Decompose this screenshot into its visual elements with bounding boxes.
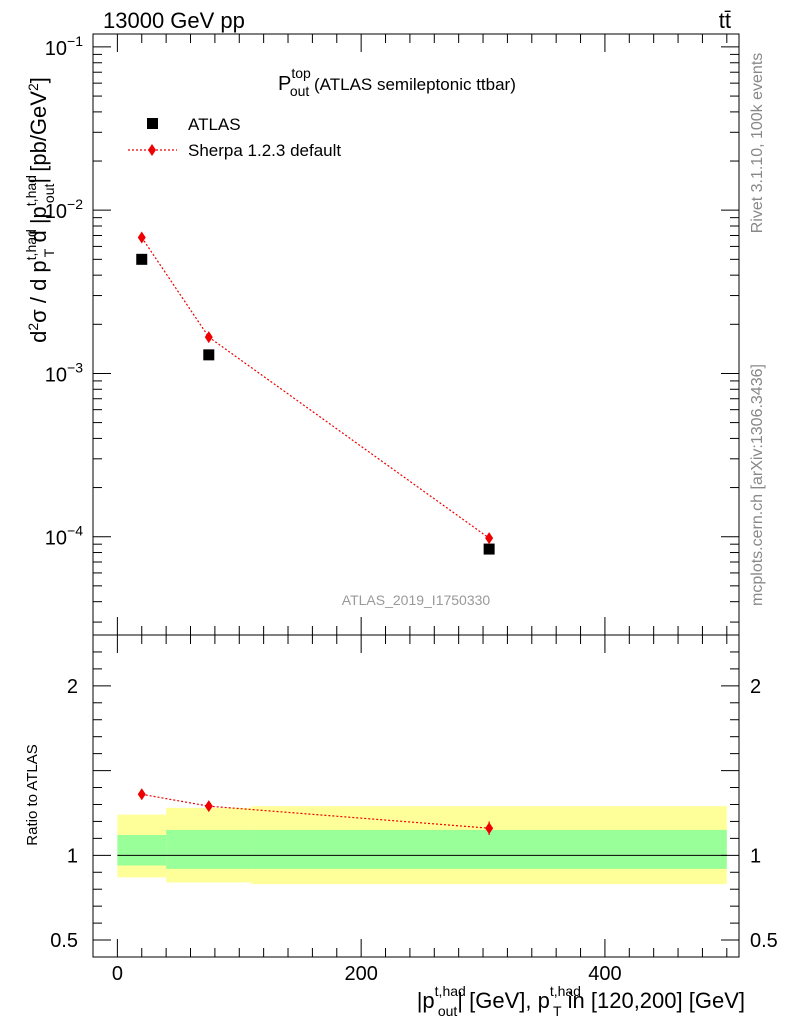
rivet-label: Rivet 3.1.10, 100k events bbox=[749, 53, 766, 234]
legend: ATLAS Sherpa 1.2.3 default bbox=[128, 115, 341, 160]
ratio-y-tick-label: 2 bbox=[67, 676, 78, 698]
sherpa-ratio-point bbox=[137, 788, 146, 801]
ratio-x-tick-label: 0 bbox=[112, 963, 123, 985]
source-label: mcplots.cern.ch [arXiv:1306.3436] bbox=[749, 364, 766, 606]
sherpa-ratio-point bbox=[204, 800, 213, 813]
ratio-y-ticks: 0.5 0.5 1 1 2 2 bbox=[50, 651, 778, 952]
ratio-y-tick-label: 1 bbox=[67, 845, 78, 867]
ratio-x-tick-label: 200 bbox=[344, 963, 377, 985]
process-label: tt̄ bbox=[719, 8, 731, 33]
ratio-band-green bbox=[117, 834, 167, 866]
sherpa-point bbox=[137, 231, 146, 244]
main-y-tick-label: 10−3 bbox=[45, 359, 83, 386]
main-y-tick-label: 10−2 bbox=[45, 196, 83, 223]
legend-sherpa-marker bbox=[148, 144, 156, 156]
main-x-ticks bbox=[116, 34, 728, 635]
ratio-y-tick-label-right: 2 bbox=[750, 676, 761, 698]
sherpa-line bbox=[141, 237, 490, 539]
sherpa-point bbox=[485, 532, 494, 545]
ratio-y-axis-label: Ratio to ATLAS bbox=[24, 744, 41, 845]
ratio-data-marks bbox=[137, 788, 494, 835]
atlas-point bbox=[483, 543, 495, 555]
legend-atlas-marker bbox=[147, 118, 158, 129]
ratio-band-green bbox=[251, 829, 727, 869]
main-y-tick-label: 10−1 bbox=[45, 33, 83, 60]
main-y-ticks: 10−1 10−2 10−3 10−4 bbox=[45, 33, 739, 623]
ratio-panel-frame bbox=[92, 634, 740, 958]
main-data-marks bbox=[136, 231, 495, 555]
ratio-x-ticks: 0 200 400 bbox=[112, 635, 728, 985]
main-y-tick-label: 10−4 bbox=[45, 523, 83, 550]
sherpa-point bbox=[204, 331, 213, 344]
ratio-uncertainty-bands bbox=[117, 806, 727, 885]
ratio-y-tick-label: 0.5 bbox=[50, 930, 78, 952]
main-title: Ptop out (ATLAS semileptonic ttbar) bbox=[278, 65, 516, 99]
ratio-panel: 0.5 0.5 1 1 2 2 0 200 400 Ratio to ATLAS |pt,ha… bbox=[24, 634, 778, 1019]
ratio-band-green bbox=[166, 829, 252, 869]
analysis-id: ATLAS_2019_I1750330 bbox=[342, 592, 491, 608]
legend-sherpa-label: Sherpa 1.2.3 default bbox=[188, 141, 341, 160]
atlas-point bbox=[136, 253, 148, 265]
legend-atlas-label: ATLAS bbox=[188, 115, 241, 134]
energy-label: 13000 GeV pp bbox=[103, 8, 245, 33]
sherpa-ratio-point bbox=[485, 822, 494, 835]
ratio-x-tick-label: 400 bbox=[588, 963, 621, 985]
x-axis-label: |pt,had out| [GeV], pt,had T in [120,200] … bbox=[417, 983, 745, 1019]
ratio-y-tick-label-right: 1 bbox=[750, 845, 761, 867]
atlas-point bbox=[203, 349, 215, 361]
main-panel: 10−1 10−2 10−3 10−4 Ptop out (ATLAS semilept… bbox=[23, 33, 740, 636]
ratio-y-tick-label-right: 0.5 bbox=[750, 930, 778, 952]
